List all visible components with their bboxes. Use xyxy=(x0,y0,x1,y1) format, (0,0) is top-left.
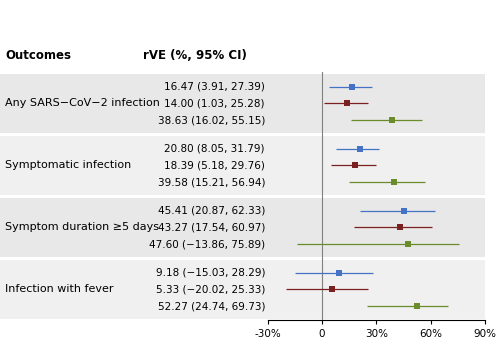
Bar xyxy=(268,136,485,194)
Text: rVE (%, 95% CI): rVE (%, 95% CI) xyxy=(143,49,247,62)
Text: 5.33 (−20.02, 25.33): 5.33 (−20.02, 25.33) xyxy=(156,285,265,294)
Text: 47.60 (−13.86, 75.89): 47.60 (−13.86, 75.89) xyxy=(149,239,265,249)
Bar xyxy=(268,198,485,257)
Bar xyxy=(268,260,485,319)
Text: 16.47 (3.91, 27.39): 16.47 (3.91, 27.39) xyxy=(164,82,265,92)
Text: Any SARS−CoV−2 infection: Any SARS−CoV−2 infection xyxy=(5,98,160,108)
Text: 20.80 (8.05, 31.79): 20.80 (8.05, 31.79) xyxy=(164,144,265,153)
Text: 38.63 (16.02, 55.15): 38.63 (16.02, 55.15) xyxy=(158,115,265,125)
Text: Symptom duration ≥5 days: Symptom duration ≥5 days xyxy=(5,222,159,232)
Text: Outcomes: Outcomes xyxy=(5,49,71,62)
Text: 45.41 (20.87, 62.33): 45.41 (20.87, 62.33) xyxy=(158,206,265,216)
Text: Infection with fever: Infection with fever xyxy=(5,285,114,294)
Text: 14.00 (1.03, 25.28): 14.00 (1.03, 25.28) xyxy=(164,98,265,108)
Text: 18.39 (5.18, 29.76): 18.39 (5.18, 29.76) xyxy=(164,160,265,171)
Text: 9.18 (−15.03, 28.29): 9.18 (−15.03, 28.29) xyxy=(156,268,265,278)
Text: 52.27 (24.74, 69.73): 52.27 (24.74, 69.73) xyxy=(158,301,265,311)
Bar xyxy=(268,74,485,132)
Text: 43.27 (17.54, 60.97): 43.27 (17.54, 60.97) xyxy=(158,222,265,232)
Text: 39.58 (15.21, 56.94): 39.58 (15.21, 56.94) xyxy=(158,177,265,187)
Text: Symptomatic infection: Symptomatic infection xyxy=(5,160,131,171)
